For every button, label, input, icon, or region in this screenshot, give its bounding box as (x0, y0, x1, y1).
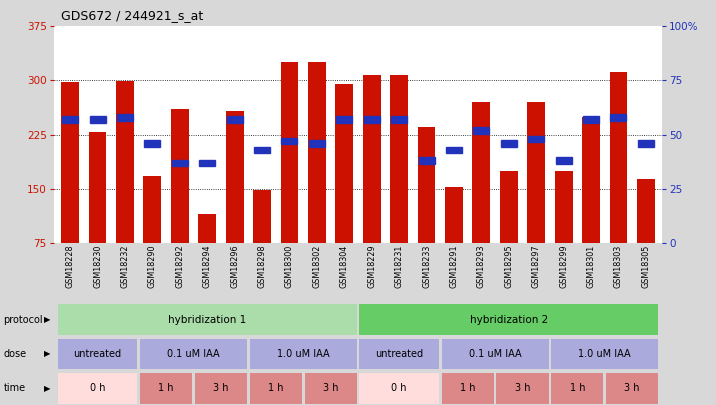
Bar (143, 176, 161, 243)
Bar (253, 190, 271, 243)
Bar (473, 127, 489, 134)
Bar (527, 102, 545, 243)
Bar (171, 109, 189, 243)
Bar (359, 339, 439, 369)
Bar (140, 373, 192, 404)
Bar (335, 84, 353, 243)
Text: protocol: protocol (4, 315, 43, 324)
Bar (473, 102, 490, 243)
Bar (445, 188, 463, 243)
Bar (359, 373, 439, 404)
Bar (281, 62, 299, 243)
Text: hybridization 2: hybridization 2 (470, 315, 548, 324)
Bar (582, 117, 600, 243)
Text: 3 h: 3 h (515, 384, 531, 393)
Bar (250, 373, 302, 404)
Text: 1.0 uM IAA: 1.0 uM IAA (579, 349, 631, 359)
Bar (172, 160, 188, 166)
Bar (145, 140, 160, 147)
Bar (304, 373, 357, 404)
Bar (583, 116, 599, 123)
Text: 0 h: 0 h (392, 384, 407, 393)
Bar (58, 304, 357, 335)
Bar (391, 116, 407, 123)
Bar (226, 111, 243, 243)
Bar (62, 82, 79, 243)
Text: 0 h: 0 h (90, 384, 105, 393)
Bar (90, 116, 105, 123)
Bar (551, 373, 604, 404)
Text: 0.1 uM IAA: 0.1 uM IAA (469, 349, 521, 359)
Text: 0.1 uM IAA: 0.1 uM IAA (168, 349, 220, 359)
Bar (555, 171, 573, 243)
Bar (442, 373, 494, 404)
Bar (500, 140, 517, 147)
Bar (198, 214, 216, 243)
Text: 1 h: 1 h (569, 384, 585, 393)
Bar (496, 373, 548, 404)
Bar (254, 147, 270, 153)
Bar (556, 158, 571, 164)
Text: 1.0 uM IAA: 1.0 uM IAA (277, 349, 329, 359)
Text: hybridization 1: hybridization 1 (168, 315, 246, 324)
Text: 1 h: 1 h (158, 384, 174, 393)
Bar (58, 373, 137, 404)
Bar (390, 75, 408, 243)
Bar (638, 140, 654, 147)
Bar (337, 116, 352, 123)
Bar (363, 75, 381, 243)
Bar (89, 132, 107, 243)
Bar (528, 136, 544, 142)
Bar (611, 114, 626, 121)
Text: 3 h: 3 h (323, 384, 339, 393)
Bar (419, 158, 435, 164)
Bar (442, 339, 548, 369)
Text: 3 h: 3 h (624, 384, 640, 393)
Bar (58, 339, 137, 369)
Text: time: time (4, 384, 26, 393)
Bar (609, 72, 627, 243)
Bar (250, 339, 357, 369)
Text: 1 h: 1 h (460, 384, 475, 393)
Text: 3 h: 3 h (213, 384, 228, 393)
Bar (116, 81, 134, 243)
Bar (308, 62, 326, 243)
Bar (500, 171, 518, 243)
Bar (606, 373, 658, 404)
Bar (551, 339, 658, 369)
Bar (195, 373, 247, 404)
Bar (446, 147, 462, 153)
Bar (117, 114, 133, 121)
Bar (281, 138, 297, 145)
Text: ▶: ▶ (44, 315, 50, 324)
Bar (359, 304, 658, 335)
Bar (309, 140, 325, 147)
Text: untreated: untreated (74, 349, 122, 359)
Bar (227, 116, 243, 123)
Text: ▶: ▶ (44, 350, 50, 358)
Text: dose: dose (4, 349, 26, 359)
Bar (364, 116, 379, 123)
Bar (199, 160, 216, 166)
Text: ▶: ▶ (44, 384, 50, 393)
Bar (637, 179, 654, 243)
Text: GDS672 / 244921_s_at: GDS672 / 244921_s_at (61, 9, 203, 22)
Bar (140, 339, 247, 369)
Bar (62, 116, 78, 123)
Bar (417, 128, 435, 243)
Text: 1 h: 1 h (268, 384, 284, 393)
Text: untreated: untreated (375, 349, 423, 359)
